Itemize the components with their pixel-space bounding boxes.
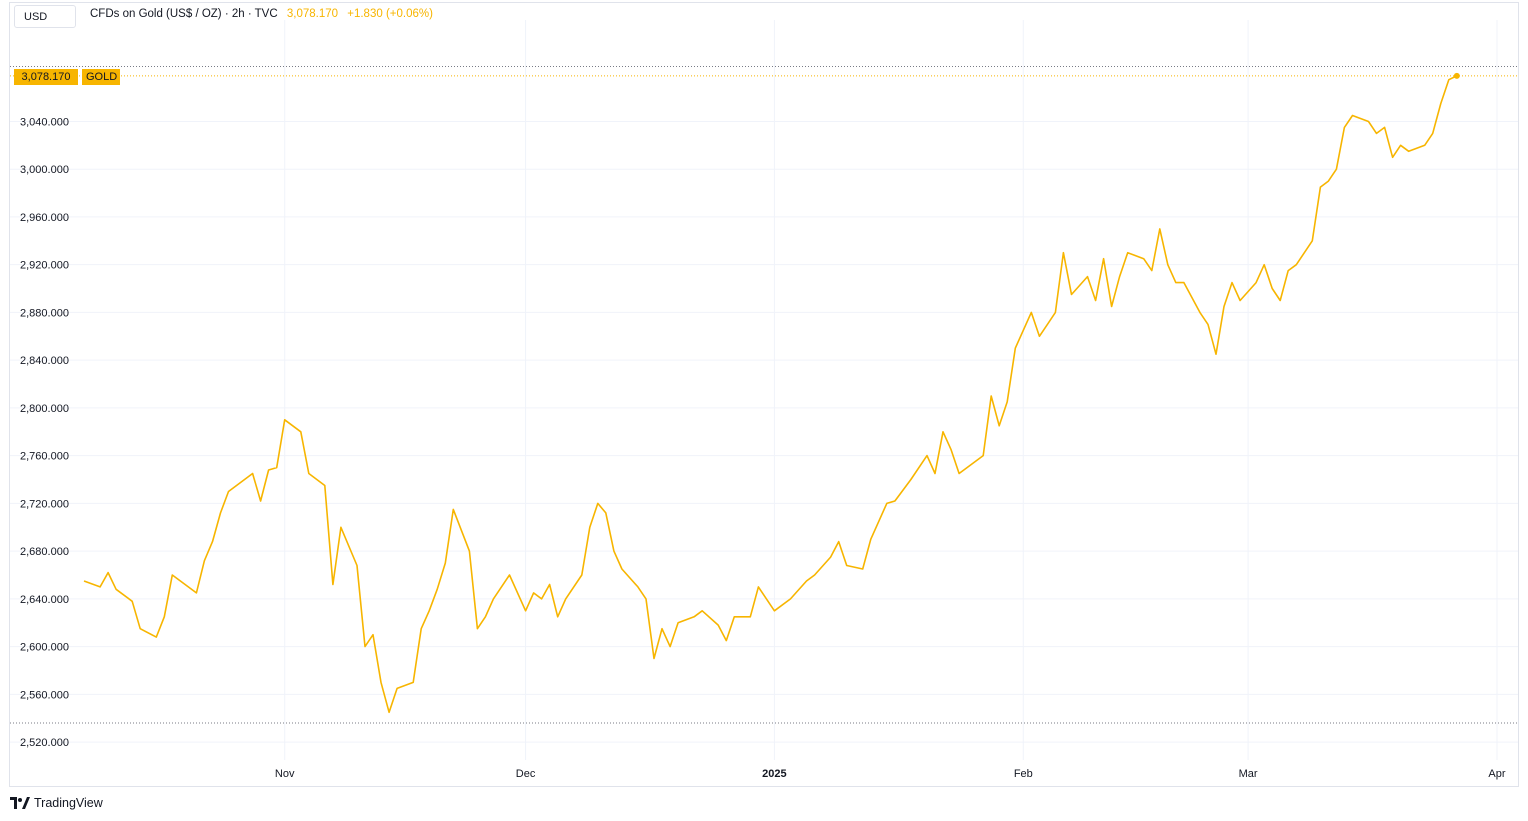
y-tick-label: 2,960.000 — [20, 212, 69, 224]
y-tick-label: 2,560.000 — [20, 689, 69, 701]
y-tick-label: 2,880.000 — [20, 307, 69, 319]
chart-frame — [9, 2, 1519, 787]
last-price-badge: 3,078.170 — [14, 69, 78, 85]
y-tick-label: 2,760.000 — [20, 451, 69, 463]
y-tick-label: 2,640.000 — [20, 594, 69, 606]
x-tick-label: Feb — [1014, 768, 1033, 780]
x-tick-label: Apr — [1488, 768, 1505, 780]
price-axis: 3,040.000 3,000.000 2,960.000 2,920.000 2,88… — [20, 116, 69, 749]
legend-change: +1.830 (+0.06%) — [347, 8, 433, 20]
grid-lines — [10, 20, 1518, 760]
symbol-badge: GOLD — [82, 69, 120, 85]
y-tick-label: 2,720.000 — [20, 498, 69, 510]
legend-last-price: 3,078.170 — [286, 8, 339, 20]
y-tick-label: 2,800.000 — [20, 403, 69, 415]
legend-symbol: CFDs on Gold (US$ / OZ) · 2h · TVC — [90, 8, 278, 20]
reference-lines — [10, 66, 1518, 724]
x-tick-label: 2025 — [762, 768, 786, 780]
x-tick-label: Nov — [275, 768, 295, 780]
last-price-dot — [1453, 72, 1460, 79]
y-tick-label: 2,840.000 — [20, 355, 69, 367]
y-tick-label: 3,000.000 — [20, 164, 69, 176]
price-line — [83, 75, 1458, 714]
symbol-legend: CFDs on Gold (US$ / OZ) · 2h · TVC 3,078… — [90, 8, 433, 20]
y-tick-label: 2,600.000 — [20, 642, 69, 654]
time-axis: Nov Dec 2025 Feb Mar Apr — [275, 768, 1506, 780]
y-tick-label: 3,040.000 — [20, 116, 69, 128]
tradingview-icon — [10, 797, 30, 809]
tradingview-logo[interactable]: TradingView — [10, 796, 103, 810]
currency-button[interactable]: USD — [14, 5, 76, 28]
y-tick-label: 2,920.000 — [20, 260, 69, 272]
x-tick-label: Mar — [1239, 768, 1258, 780]
y-tick-label: 2,520.000 — [20, 737, 69, 749]
brand-name: TradingView — [34, 796, 103, 810]
x-tick-label: Dec — [516, 768, 536, 780]
y-tick-label: 2,680.000 — [20, 546, 69, 558]
